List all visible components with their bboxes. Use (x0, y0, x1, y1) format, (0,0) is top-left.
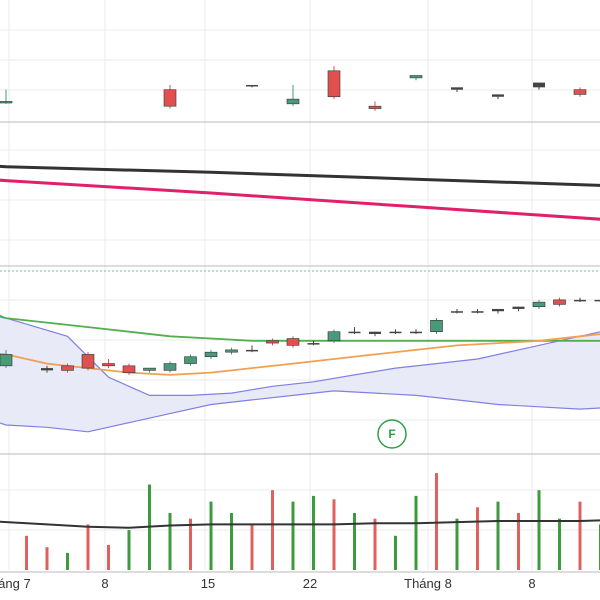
moving-average-panel[interactable] (0, 164, 600, 241)
volume-bar-21 (435, 473, 438, 570)
top-candle-5 (327, 70, 341, 98)
event-badge-label: F (388, 427, 395, 441)
top-candle-6 (368, 105, 382, 109)
x-tick-label: 8 (101, 576, 108, 591)
volume-ma-line (0, 519, 600, 529)
volume-bar-24 (496, 501, 500, 570)
volume-bar-3 (66, 552, 69, 570)
volume-bar-8 (168, 513, 172, 570)
volume-bar-26 (537, 490, 541, 570)
volume-bar-19 (394, 535, 397, 570)
bb-candle-17 (348, 331, 361, 334)
volume-bar-10 (209, 501, 213, 570)
bb-candle-13 (266, 340, 279, 344)
bb-candle-21 (430, 320, 443, 333)
top-candle-3 (246, 84, 258, 87)
bb-candle-9 (184, 356, 197, 364)
bb-candle-24 (492, 308, 504, 312)
top-candle-11 (573, 89, 587, 95)
panel-separators (0, 121, 600, 573)
x-axis: tháng 7 8 15 22 Tháng 8 8 (0, 576, 536, 591)
pink-ma-line (0, 178, 600, 221)
bb-candle-3 (61, 365, 74, 371)
bb-candle-29 (594, 299, 600, 302)
bb-candle-19 (389, 331, 402, 334)
volume-bar-25 (517, 513, 520, 570)
top-candle-4 (286, 98, 300, 105)
top-candle-2 (163, 89, 177, 107)
black-ma-line (0, 164, 600, 187)
bollinger-lower-line (0, 390, 600, 433)
volume-bar-9 (189, 518, 192, 570)
bb-candle-26 (532, 301, 546, 307)
bb-candle-28 (574, 299, 586, 302)
x-tick-label: tháng 7 (0, 576, 31, 591)
bb-candle-7 (143, 367, 156, 371)
volume-bar-13 (271, 490, 274, 570)
grid-lines (0, 0, 600, 570)
bb-candle-10 (204, 351, 218, 358)
volume-bar-5 (107, 544, 110, 570)
event-badge-circle[interactable] (377, 419, 407, 449)
top-candle-panel[interactable] (0, 14, 600, 120)
bb-candle-16 (327, 331, 341, 342)
bb-candle-22 (451, 311, 463, 313)
bb-candle-11 (225, 349, 238, 353)
volume-bar-12 (250, 524, 254, 570)
bollinger-panel[interactable] (0, 277, 600, 450)
volume-bar-11 (230, 513, 233, 570)
x-tick-label: 15 (201, 576, 215, 591)
volume-bar-22 (455, 518, 459, 570)
bb-candle-8 (163, 363, 177, 371)
bb-candle-20 (410, 331, 422, 334)
bb-candle-27 (553, 299, 566, 305)
x-tick-label: 8 (528, 576, 535, 591)
volume-bar-20 (414, 495, 418, 570)
x-tick-label: Tháng 8 (404, 576, 452, 591)
bb-candle-25 (512, 306, 525, 309)
green-ma-line (0, 315, 600, 342)
bb-candle-2 (41, 368, 53, 371)
volume-bar-14 (291, 501, 295, 570)
volume-bar-1 (25, 535, 28, 570)
top-candle-10 (533, 82, 545, 88)
bb-candle-12 (246, 349, 258, 352)
volume-bar-2 (45, 547, 49, 570)
bb-candle-6 (122, 365, 136, 373)
top-candle-9 (492, 94, 504, 97)
top-candle-8 (451, 87, 463, 90)
bollinger-upper-line (0, 314, 600, 396)
bollinger-fill (0, 315, 600, 432)
bb-candle-15 (307, 343, 320, 345)
volume-bar-15 (312, 495, 315, 570)
top-candle-7 (409, 75, 423, 79)
top-candle-1 (0, 101, 13, 104)
volume-bar-27 (558, 518, 561, 570)
bb-candle-1 (0, 354, 13, 367)
volume-bar-6 (127, 530, 131, 570)
event-badge[interactable]: F (377, 419, 407, 449)
bb-candle-18 (369, 331, 381, 334)
x-tick-label: 22 (303, 576, 317, 591)
volume-bar-18 (373, 518, 377, 570)
bb-candle-23 (471, 311, 484, 313)
bb-candle-5 (102, 363, 115, 367)
volume-bar-17 (353, 513, 356, 570)
orange-ma-line (0, 333, 600, 376)
volume-bar-4 (86, 524, 90, 570)
bb-candle-4 (81, 354, 95, 369)
volume-bar-23 (476, 507, 479, 570)
volume-panel[interactable] (0, 473, 600, 570)
volume-bar-16 (332, 499, 336, 570)
bb-candle-14 (286, 338, 300, 346)
volume-bar-28 (578, 501, 582, 570)
